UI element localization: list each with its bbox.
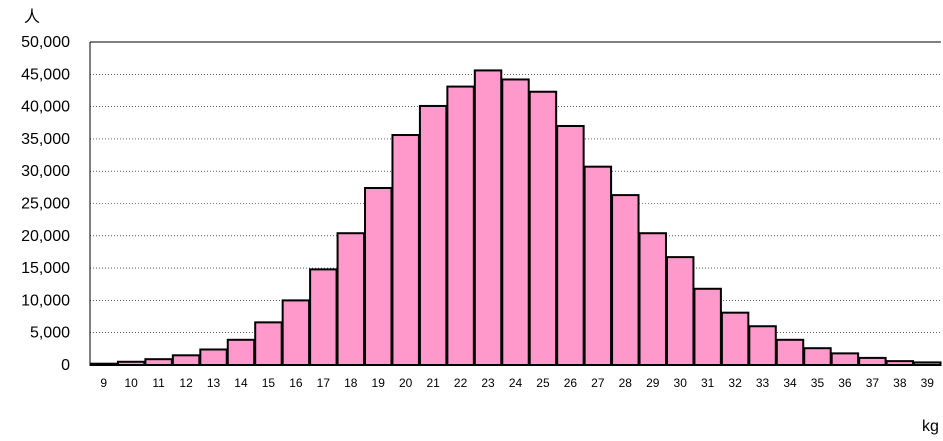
x-tick-label: 10	[124, 376, 138, 390]
x-tick-label: 30	[674, 376, 688, 390]
x-tick-label: 31	[701, 376, 715, 390]
bar-31	[693, 287, 722, 366]
x-tick-label: 25	[536, 376, 550, 390]
x-tick-label: 22	[454, 376, 468, 390]
gridlines	[90, 74, 941, 334]
bar-25	[528, 90, 558, 366]
x-tick-label: 17	[317, 376, 331, 390]
x-tick-label: 26	[564, 376, 578, 390]
y-tick-label: 0	[61, 357, 70, 374]
bar-26	[556, 124, 585, 367]
bar-32	[720, 311, 750, 367]
x-tick-label: 24	[509, 376, 523, 390]
bar-17	[309, 268, 338, 366]
y-tick-label: 20,000	[21, 228, 70, 245]
x-tick-label: 9	[100, 376, 107, 390]
bar-30	[665, 256, 695, 367]
bar-11	[144, 358, 173, 367]
x-tick-label: 19	[372, 376, 386, 390]
x-tick-label: 16	[289, 376, 303, 390]
x-tick-label: 18	[344, 376, 358, 390]
bar-21	[418, 104, 448, 366]
bar-23	[473, 69, 503, 366]
y-tick-label: 40,000	[21, 99, 70, 116]
y-tick-label: 45,000	[21, 66, 70, 83]
x-tick-label: 33	[756, 376, 770, 390]
y-tick-label: 5,000	[30, 325, 70, 342]
y-axis-unit-label: 人	[24, 8, 40, 26]
x-tick-label: 21	[426, 376, 440, 390]
y-tick-label: 50,000	[21, 34, 70, 51]
bar-37	[858, 356, 887, 367]
x-tick-label: 11	[152, 376, 165, 390]
bar-38	[885, 360, 915, 366]
y-tick-label: 30,000	[21, 163, 70, 180]
x-tick-label: 28	[619, 376, 633, 390]
x-tick-label: 27	[591, 376, 605, 390]
bar-33	[748, 325, 777, 366]
bar-16	[281, 299, 311, 366]
x-axis-unit-label: kg	[922, 418, 939, 435]
x-tick-label: 37	[866, 376, 880, 390]
bar-22	[446, 85, 475, 366]
x-tick-label: 29	[646, 376, 660, 390]
bars	[89, 69, 942, 367]
x-tick-label: 39	[921, 376, 935, 390]
y-tick-label: 35,000	[21, 131, 70, 148]
y-tick-label: 10,000	[21, 292, 70, 309]
x-tick-label: 12	[179, 376, 193, 390]
x-tick-label: 15	[262, 376, 276, 390]
bar-36	[830, 352, 860, 367]
bar-35	[803, 347, 832, 367]
x-tick-label: 36	[838, 376, 852, 390]
x-tick-label: 34	[783, 376, 797, 390]
bar-13	[199, 348, 228, 367]
bar-18	[336, 232, 366, 366]
bar-12	[171, 354, 201, 366]
x-tick-labels: 9 10 11 12 13 14 15 16 17 18 19 20 21 22 23 24 25 26 27 28 2…	[100, 376, 934, 390]
y-tick-label: 25,000	[21, 196, 70, 213]
bar-19	[364, 186, 393, 366]
bar-20	[391, 134, 420, 366]
axes	[89, 41, 941, 366]
bar-24	[501, 78, 530, 367]
bar-14	[226, 338, 256, 366]
bar-34	[775, 338, 805, 366]
x-tick-label: 14	[234, 376, 248, 390]
y-tick-labels: 0 5,000 10,000 15,000 20,000 25,000 30,000 35,0…	[21, 34, 70, 374]
bar-29	[638, 232, 667, 366]
bar-28	[611, 194, 640, 366]
x-tick-label: 38	[893, 376, 907, 390]
x-tick-label: 32	[728, 376, 742, 390]
x-tick-label: 13	[207, 376, 221, 390]
x-tick-label: 20	[399, 376, 413, 390]
bar-15	[254, 321, 283, 367]
x-tick-label: 35	[811, 376, 825, 390]
bar-27	[583, 165, 613, 366]
y-tick-label: 15,000	[21, 260, 70, 277]
x-tick-label: 23	[481, 376, 495, 390]
